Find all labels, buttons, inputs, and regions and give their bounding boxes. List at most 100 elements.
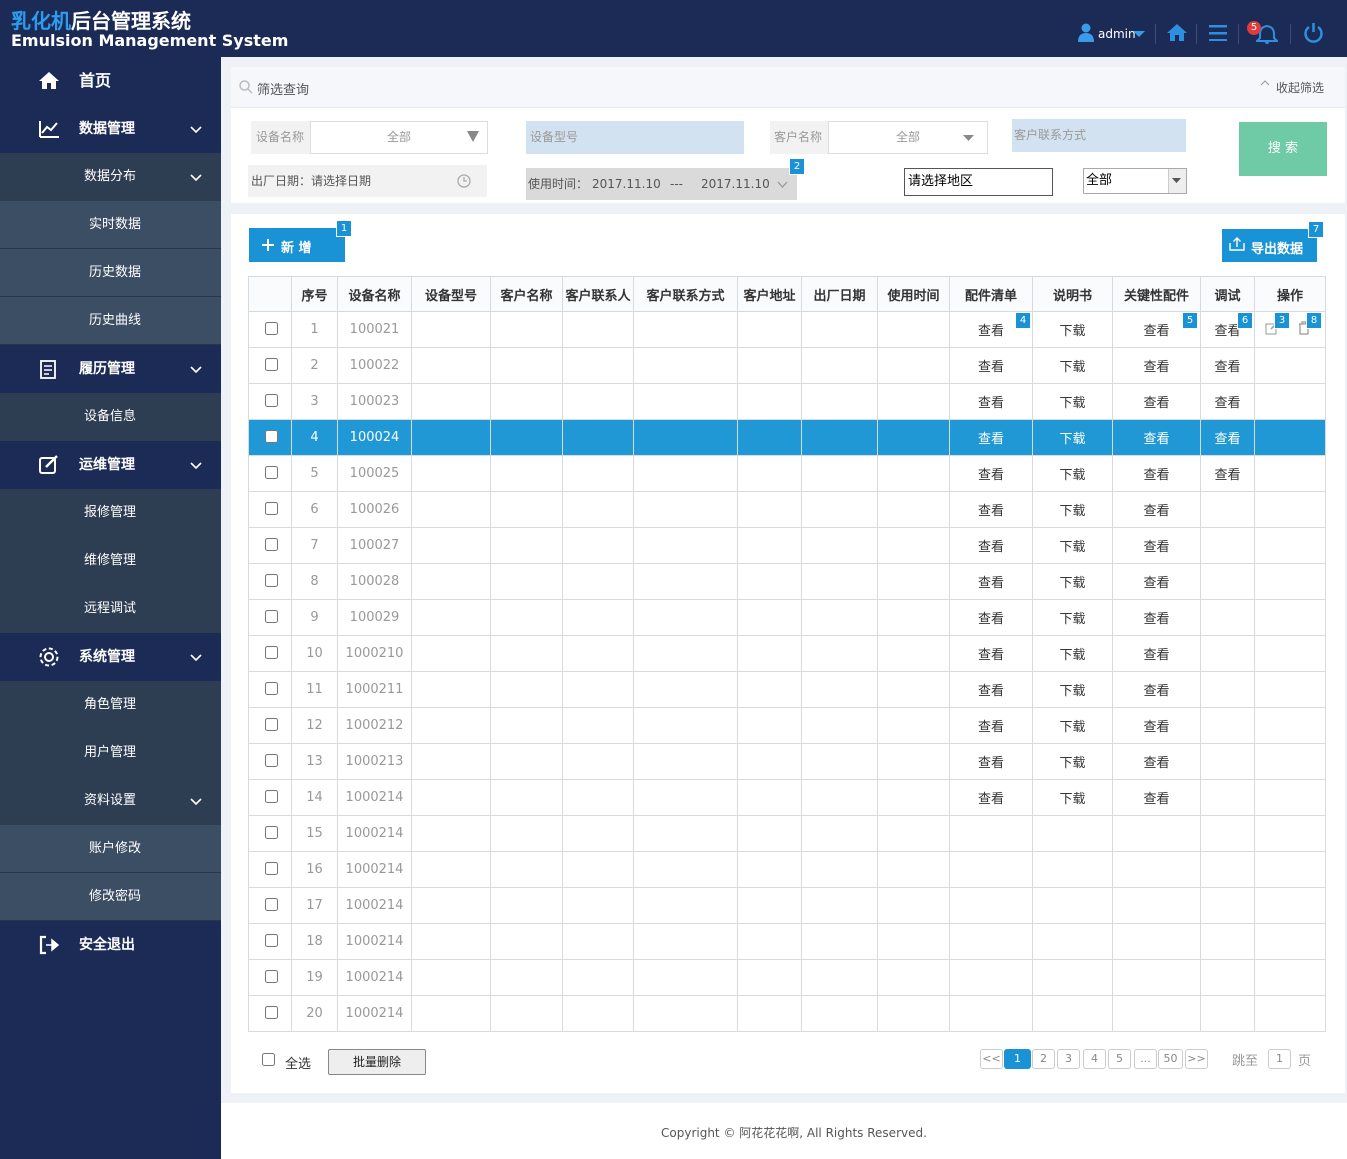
table-row[interactable]: 12 1000212 查看 下载 查看	[248, 707, 1326, 744]
action-link[interactable]: 查看	[1143, 504, 1170, 519]
table-row[interactable]: 7 100027 查看 下载 查看	[248, 527, 1326, 564]
action-link[interactable]: 下载	[1059, 432, 1086, 447]
customer-name-select[interactable]: 全部	[828, 121, 988, 154]
action-link[interactable]: 查看	[1143, 324, 1170, 339]
usage-time-input[interactable]: 使用时间： 2017.11.10 --- 2017.11.10	[526, 168, 797, 200]
power-icon[interactable]	[1303, 22, 1324, 44]
action-link[interactable]: 查看	[977, 720, 1004, 735]
table-row[interactable]: 6 100026 查看 下载 查看	[248, 491, 1326, 528]
batch-delete-button[interactable]: 批量删除	[328, 1049, 426, 1075]
action-link[interactable]: 查看	[1214, 468, 1241, 483]
table-row[interactable]: 18 1000214	[248, 923, 1326, 960]
user-icon[interactable]	[1078, 23, 1094, 43]
action-link[interactable]: 下载	[1059, 576, 1086, 591]
action-link[interactable]: 查看	[1143, 468, 1170, 483]
action-link[interactable]: 下载	[1059, 504, 1086, 519]
action-link[interactable]: 查看	[1143, 396, 1170, 411]
row-checkbox[interactable]	[265, 574, 278, 587]
page-button[interactable]: 50	[1158, 1049, 1183, 1069]
row-checkbox[interactable]	[265, 358, 278, 371]
action-link[interactable]: 下载	[1059, 756, 1086, 771]
table-row[interactable]: 8 100028 查看 下载 查看	[248, 563, 1326, 600]
search-button[interactable]: 搜 索	[1239, 122, 1327, 176]
home-icon[interactable]	[1166, 23, 1188, 42]
action-link[interactable]: 查看	[977, 468, 1004, 483]
action-link[interactable]: 下载	[1059, 720, 1086, 735]
action-link[interactable]: 查看	[977, 360, 1004, 375]
action-link[interactable]: 查看	[1143, 612, 1170, 627]
row-checkbox[interactable]	[265, 466, 278, 479]
action-link[interactable]: 下载	[1059, 648, 1086, 663]
region-input[interactable]: 请选择地区	[904, 168, 1053, 196]
device-model-input[interactable]: 设备型号	[526, 121, 744, 154]
action-link[interactable]: 查看	[977, 792, 1004, 807]
customer-contact-input[interactable]: 客户联系方式	[1012, 119, 1186, 152]
action-link[interactable]: 查看	[977, 540, 1004, 555]
row-checkbox[interactable]	[265, 898, 278, 911]
row-checkbox[interactable]	[265, 790, 278, 803]
row-checkbox[interactable]	[265, 682, 278, 695]
action-link[interactable]: 查看	[977, 684, 1004, 699]
sidebar-item[interactable]: 首页	[0, 57, 221, 105]
action-link[interactable]: 查看	[1143, 648, 1170, 663]
action-link[interactable]: 查看	[977, 612, 1004, 627]
row-checkbox[interactable]	[265, 610, 278, 623]
action-link[interactable]: 查看	[977, 396, 1004, 411]
select-all-checkbox[interactable]	[262, 1053, 275, 1066]
action-link[interactable]: 下载	[1059, 684, 1086, 699]
sidebar-item[interactable]: 数据管理	[0, 105, 221, 153]
action-link[interactable]: 下载	[1059, 468, 1086, 483]
action-link[interactable]: 查看	[1143, 684, 1170, 699]
page-button[interactable]: >>	[1185, 1049, 1208, 1069]
action-link[interactable]: 查看	[977, 432, 1004, 447]
sidebar-subitem[interactable]: 报修管理	[0, 489, 221, 537]
action-link[interactable]: 下载	[1059, 396, 1086, 411]
export-button[interactable]: 导出数据	[1222, 229, 1317, 262]
sidebar-subitem[interactable]: 维修管理	[0, 537, 221, 585]
sidebar-subitem[interactable]: 历史曲线	[0, 297, 221, 345]
table-row[interactable]: 13 1000213 查看 下载 查看	[248, 743, 1326, 780]
add-button[interactable]: 新 增	[249, 228, 345, 262]
action-link[interactable]: 查看	[1143, 756, 1170, 771]
page-button[interactable]: <<	[980, 1049, 1003, 1069]
sidebar-item[interactable]: 系统管理	[0, 633, 221, 681]
page-button[interactable]: 2	[1032, 1049, 1055, 1069]
action-link[interactable]: 下载	[1059, 540, 1086, 555]
user-name[interactable]: admin	[1098, 27, 1136, 41]
sidebar-item[interactable]: 安全退出	[0, 921, 221, 969]
action-link[interactable]: 查看	[1143, 576, 1170, 591]
row-checkbox[interactable]	[265, 862, 278, 875]
table-row[interactable]: 20 1000214	[248, 995, 1326, 1032]
action-link[interactable]: 查看	[977, 504, 1004, 519]
sidebar-subitem[interactable]: 角色管理	[0, 681, 221, 729]
row-checkbox[interactable]	[265, 538, 278, 551]
bell-icon[interactable]	[1256, 24, 1278, 44]
row-checkbox[interactable]	[265, 970, 278, 983]
sidebar-subitem[interactable]: 远程调试	[0, 585, 221, 633]
table-row[interactable]: 17 1000214	[248, 887, 1326, 924]
page-button[interactable]: ...	[1134, 1049, 1157, 1069]
row-checkbox[interactable]	[265, 430, 278, 443]
factory-date-input[interactable]: 出厂日期：请选择日期	[248, 165, 487, 197]
action-link[interactable]: 查看	[1143, 540, 1170, 555]
table-row[interactable]: 10 1000210 查看 下载 查看	[248, 635, 1326, 672]
sidebar-subitem[interactable]: 历史数据	[0, 249, 221, 297]
row-checkbox[interactable]	[265, 1006, 278, 1019]
row-checkbox[interactable]	[265, 934, 278, 947]
sidebar-subitem[interactable]: 资料设置	[0, 777, 221, 825]
action-link[interactable]: 查看	[977, 576, 1004, 591]
page-button[interactable]: 1	[1004, 1049, 1031, 1069]
action-link[interactable]: 查看	[1214, 324, 1241, 339]
table-row[interactable]: 2 100022 查看 下载 查看 查看	[248, 347, 1326, 384]
action-link[interactable]: 查看	[1143, 792, 1170, 807]
menu-icon[interactable]	[1209, 25, 1227, 41]
page-button[interactable]: 1	[1268, 1049, 1291, 1069]
row-checkbox[interactable]	[265, 754, 278, 767]
sidebar-subitem[interactable]: 修改密码	[0, 873, 221, 921]
action-link[interactable]: 查看	[977, 756, 1004, 771]
row-checkbox[interactable]	[265, 502, 278, 515]
row-checkbox[interactable]	[265, 646, 278, 659]
sidebar-subitem[interactable]: 用户管理	[0, 729, 221, 777]
row-checkbox[interactable]	[265, 826, 278, 839]
table-row[interactable]: 14 1000214 查看 下载 查看	[248, 779, 1326, 816]
